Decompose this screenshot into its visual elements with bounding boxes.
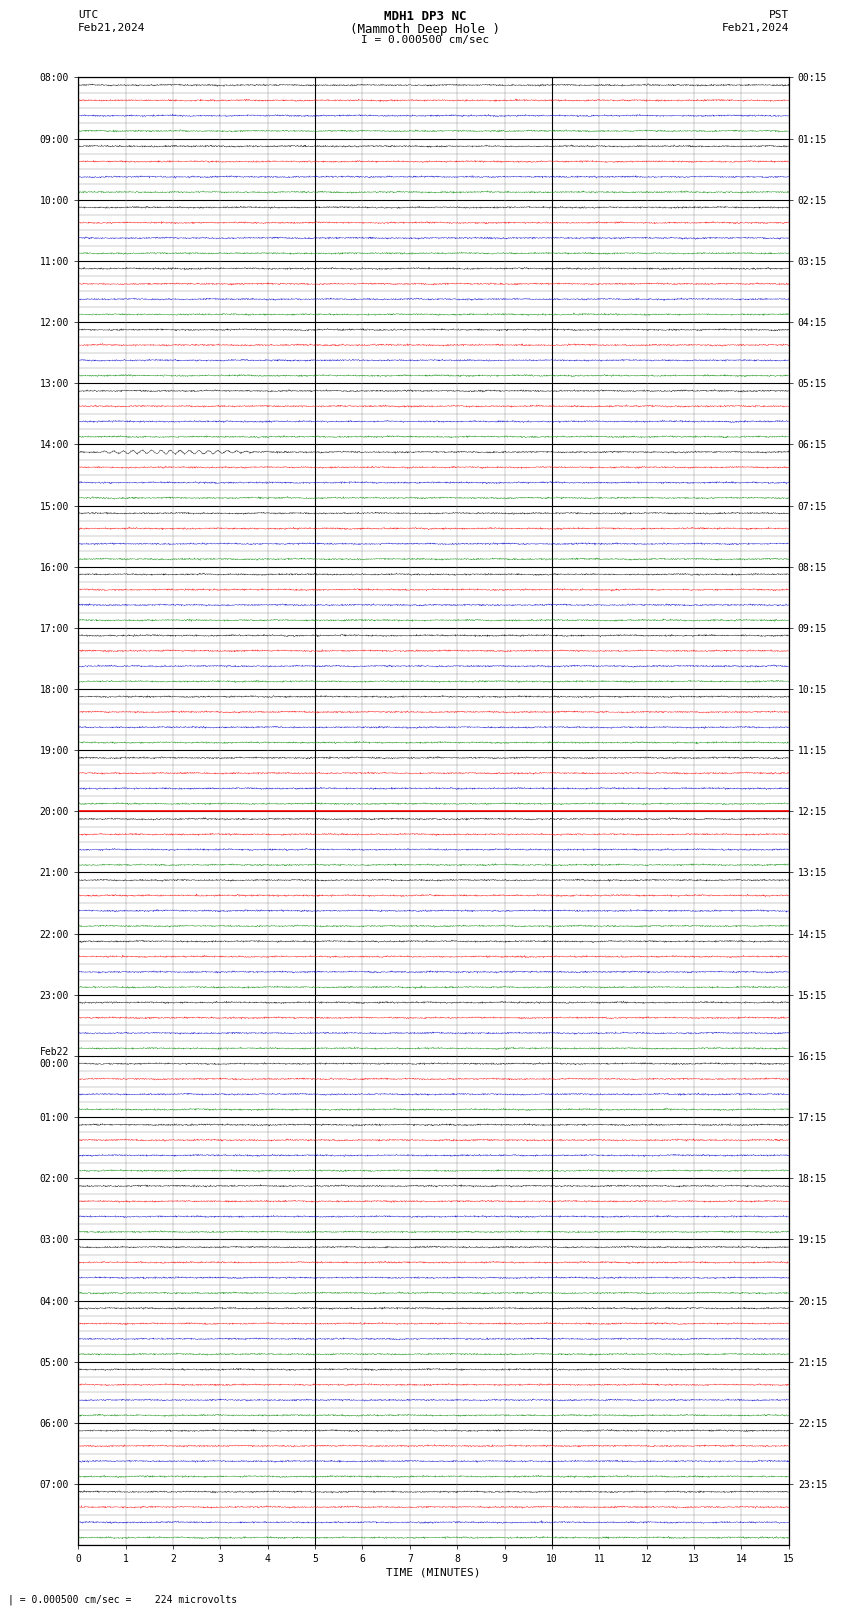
Text: | = 0.000500 cm/sec =    224 microvolts: | = 0.000500 cm/sec = 224 microvolts [8,1594,238,1605]
Text: UTC: UTC [78,10,99,19]
Text: (Mammoth Deep Hole ): (Mammoth Deep Hole ) [350,23,500,35]
Text: MDH1 DP3 NC: MDH1 DP3 NC [383,10,467,23]
Text: Feb21,2024: Feb21,2024 [722,23,789,32]
Text: PST: PST [768,10,789,19]
Text: Feb21,2024: Feb21,2024 [78,23,145,32]
Text: I = 0.000500 cm/sec: I = 0.000500 cm/sec [361,35,489,45]
X-axis label: TIME (MINUTES): TIME (MINUTES) [386,1568,481,1578]
